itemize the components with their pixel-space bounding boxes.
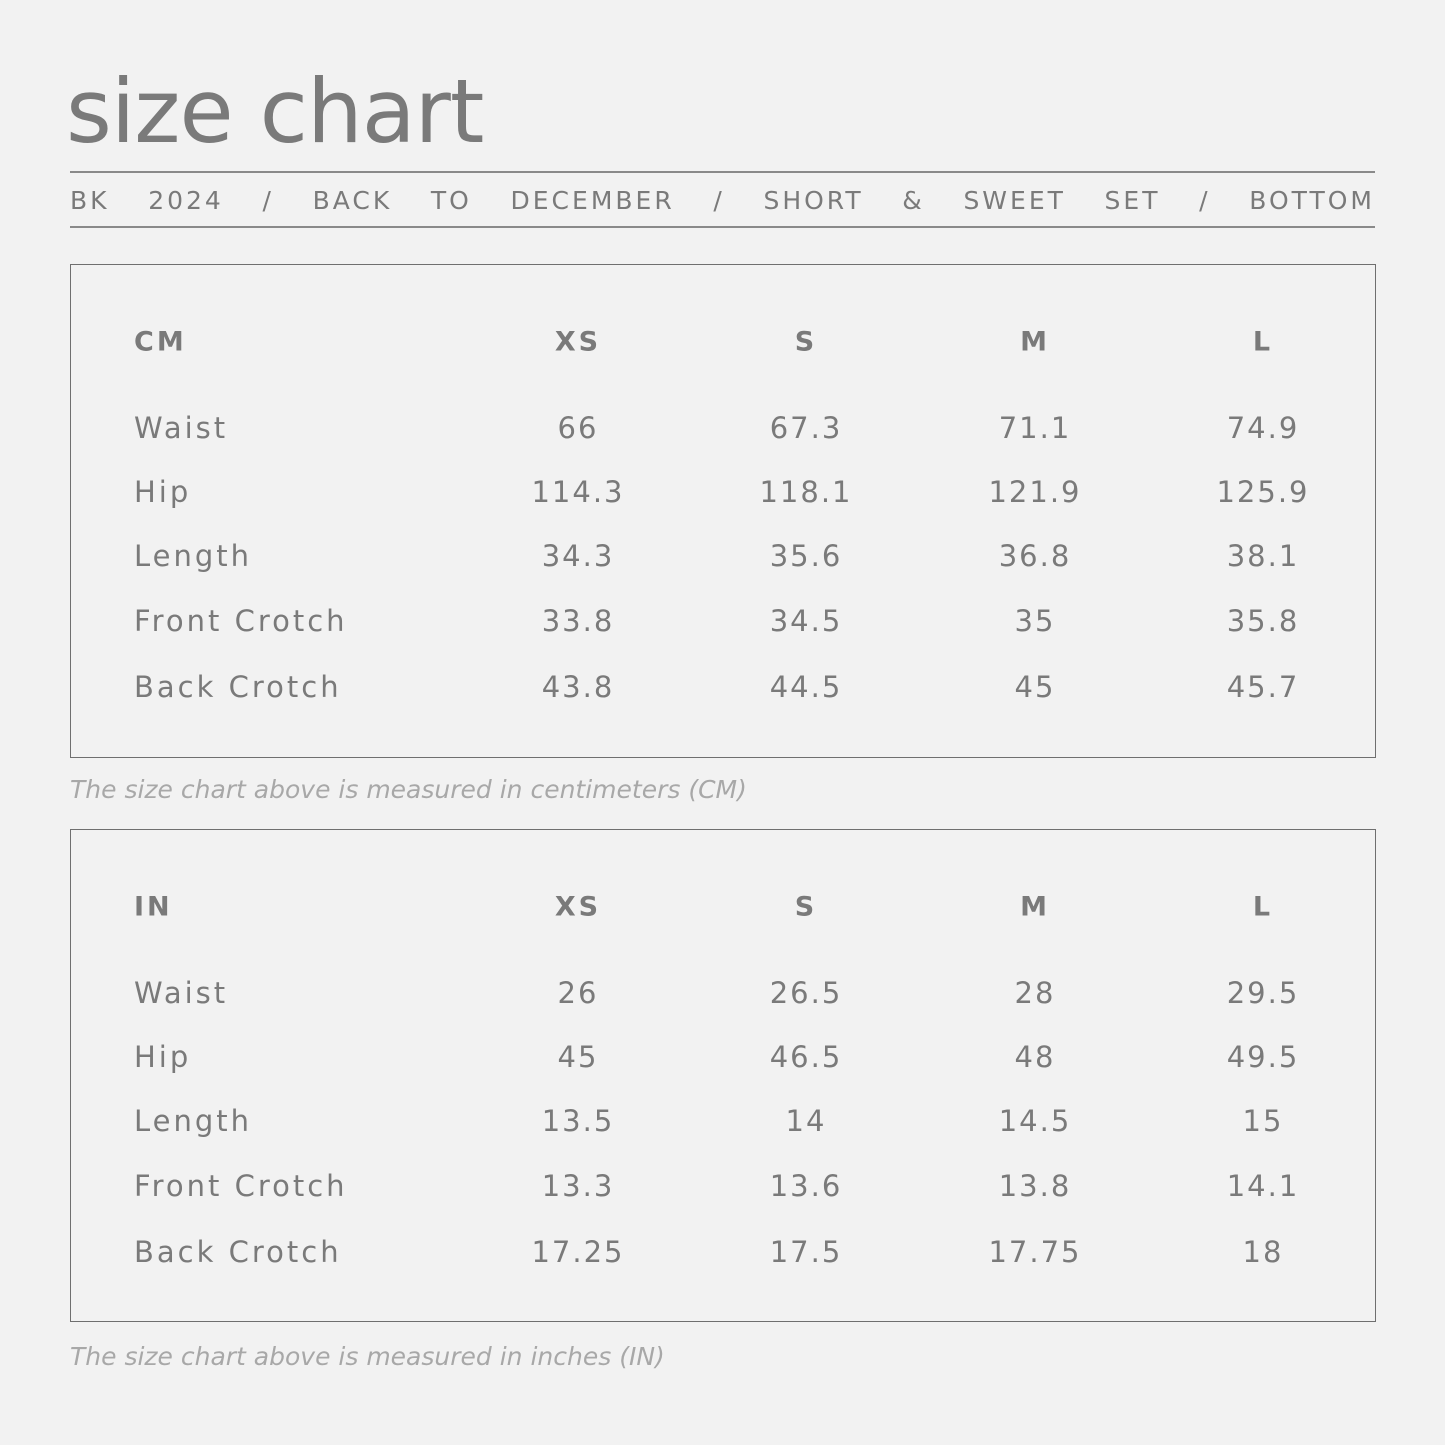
measurement-value: 29.5: [1226, 976, 1300, 1010]
measurement-value: 121.9: [988, 475, 1082, 509]
measurement-value: 17.5: [769, 1235, 843, 1269]
subtitle-word: DECEMBER: [510, 186, 675, 215]
measurement-value: 71.1: [998, 411, 1072, 445]
size-table-in: IN XS S M L Waist 26 26.5 28 29.5 Hip 45 46.5 48 49.5 L…: [70, 829, 1376, 1322]
measurement-value: 74.9: [1226, 411, 1300, 445]
measurement-label: Hip: [134, 1040, 192, 1074]
subtitle-word: /: [262, 186, 274, 215]
measurement-value: 34.5: [769, 604, 843, 638]
measurement-value: 34.3: [541, 539, 615, 573]
subtitle-word: &: [902, 186, 925, 215]
measurement-value: 45: [1014, 670, 1056, 704]
measurement-value: 14: [785, 1104, 827, 1138]
subtitle-word: SHORT: [763, 186, 864, 215]
measurement-label: Waist: [134, 976, 229, 1010]
subtitle-word: TO: [430, 186, 472, 215]
measurement-value: 35.6: [769, 539, 843, 573]
measurement-value: 49.5: [1226, 1040, 1300, 1074]
measurement-label: Front Crotch: [134, 1169, 348, 1203]
measurement-value: 13.5: [541, 1104, 615, 1138]
measurement-value: 45.7: [1226, 670, 1300, 704]
subtitle-word: BACK: [312, 186, 393, 215]
size-table-cm: CM XS S M L Waist 66 67.3 71.1 74.9 Hip 114.3 118.1 1…: [70, 264, 1376, 758]
measurement-value: 28: [1014, 976, 1056, 1010]
measurement-value: 67.3: [769, 411, 843, 445]
measurement-value: 13.6: [769, 1169, 843, 1203]
measurement-label: Waist: [134, 411, 229, 445]
measurement-value: 26.5: [769, 976, 843, 1010]
measurement-value: 48: [1014, 1040, 1056, 1074]
measurement-value: 17.75: [988, 1235, 1082, 1269]
subtitle-word: SWEET: [963, 186, 1066, 215]
measurement-value: 44.5: [769, 670, 843, 704]
measurement-value: 125.9: [1216, 475, 1310, 509]
measurement-label: Length: [134, 1104, 253, 1138]
unit-header: CM: [134, 326, 187, 358]
measurement-value: 36.8: [998, 539, 1072, 573]
subtitle-word: 2024: [148, 186, 224, 215]
size-header: L: [1252, 891, 1274, 923]
measurement-value: 38.1: [1226, 539, 1300, 573]
measurement-value: 46.5: [769, 1040, 843, 1074]
measurement-label: Front Crotch: [134, 604, 348, 638]
measurement-label: Length: [134, 539, 253, 573]
measurement-label: Back Crotch: [134, 1235, 342, 1269]
page-title: size chart: [66, 60, 484, 163]
measurement-value: 15: [1242, 1104, 1284, 1138]
in-note: The size chart above is measured in inch…: [70, 1342, 665, 1371]
divider-bottom: [70, 226, 1375, 228]
size-header: L: [1252, 326, 1274, 358]
subtitle-word: BK: [70, 186, 110, 215]
measurement-value: 118.1: [759, 475, 853, 509]
breadcrumb-subtitle: BK 2024 / BACK TO DECEMBER / SHORT & SWEET SET / BOT…: [70, 186, 1375, 215]
measurement-value: 13.8: [998, 1169, 1072, 1203]
size-header: M: [1020, 326, 1050, 358]
measurement-value: 17.25: [531, 1235, 625, 1269]
measurement-value: 33.8: [541, 604, 615, 638]
measurement-value: 26: [557, 976, 599, 1010]
measurement-value: 45: [557, 1040, 599, 1074]
size-header: S: [794, 891, 818, 923]
measurement-label: Back Crotch: [134, 670, 342, 704]
measurement-value: 43.8: [541, 670, 615, 704]
measurement-value: 66: [557, 411, 599, 445]
measurement-value: 35.8: [1226, 604, 1300, 638]
measurement-value: 18: [1242, 1235, 1284, 1269]
measurement-value: 14.5: [998, 1104, 1072, 1138]
cm-note: The size chart above is measured in cent…: [70, 775, 747, 804]
size-header: XS: [554, 891, 602, 923]
measurement-value: 13.3: [541, 1169, 615, 1203]
divider-top: [70, 171, 1375, 173]
subtitle-word: /: [713, 186, 725, 215]
measurement-value: 14.1: [1226, 1169, 1300, 1203]
measurement-value: 35: [1014, 604, 1056, 638]
measurement-label: Hip: [134, 475, 192, 509]
size-header: XS: [554, 326, 602, 358]
size-header: M: [1020, 891, 1050, 923]
subtitle-word: SET: [1104, 186, 1161, 215]
unit-header: IN: [134, 891, 173, 923]
subtitle-word: /: [1199, 186, 1211, 215]
measurement-value: 114.3: [531, 475, 625, 509]
subtitle-word: BOTTOM: [1249, 186, 1375, 215]
size-header: S: [794, 326, 818, 358]
